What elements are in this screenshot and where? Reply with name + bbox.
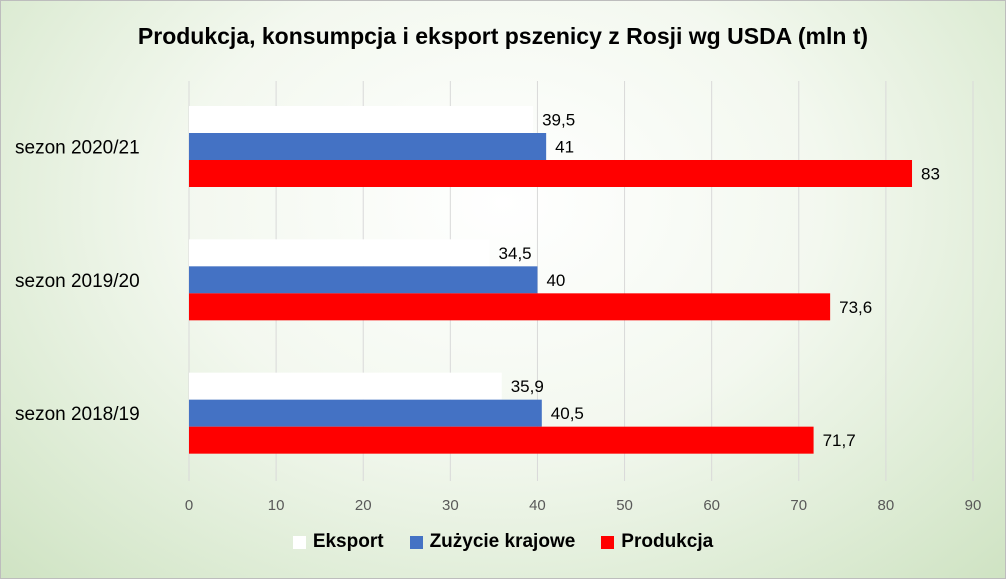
legend-item-produkcja: Produkcja xyxy=(601,531,713,553)
x-tick-label-10: 10 xyxy=(268,497,285,514)
chart-title: Produkcja, konsumpcja i eksport pszenicy… xyxy=(137,23,869,49)
chart-plot: 0 10 20 30 40 50 60 70 80 90 39,5 41 83 sezon 2020/21… xyxy=(15,81,982,514)
chart-legend: Eksport Zużycie krajowe Produkcja xyxy=(1,531,1005,553)
bar-zużycie-krajowe-1 xyxy=(189,266,538,294)
bar-eksport-0 xyxy=(189,106,534,133)
legend-item-zuzycie: Zużycie krajowe xyxy=(409,531,576,553)
x-tick-label-0: 0 xyxy=(185,497,193,514)
category-label-2: sezon 2018/19 xyxy=(15,404,140,425)
x-tick-label-30: 30 xyxy=(442,497,459,514)
x-tick-label-70: 70 xyxy=(790,497,807,514)
data-label-0-2: 35,9 xyxy=(511,377,544,396)
data-label-2-2: 71,7 xyxy=(823,431,856,450)
category-label-1: sezon 2019/20 xyxy=(15,271,140,292)
bar-produkcja-2 xyxy=(189,426,814,454)
legend-swatch-zuzycie xyxy=(409,535,423,549)
data-label-0-1: 34,5 xyxy=(499,244,532,263)
data-label-1-2: 40,5 xyxy=(551,404,584,423)
bar-produkcja-0 xyxy=(189,160,913,187)
x-tick-label-60: 60 xyxy=(703,497,720,514)
bar-produkcja-1 xyxy=(189,293,831,321)
bar-zużycie-krajowe-0 xyxy=(189,133,547,160)
legend-label-zuzycie: Zużycie krajowe xyxy=(429,531,576,552)
data-label-1-1: 40 xyxy=(546,271,565,290)
legend-swatch-produkcja xyxy=(601,535,615,549)
x-tick-label-20: 20 xyxy=(355,497,372,514)
x-tick-label-50: 50 xyxy=(616,497,633,514)
bar-eksport-2 xyxy=(189,372,502,400)
legend-swatch-eksport xyxy=(292,535,306,549)
x-tick-label-90: 90 xyxy=(965,497,982,514)
data-label-1-0: 41 xyxy=(555,138,574,157)
legend-item-eksport: Eksport xyxy=(292,531,384,553)
bar-eksport-1 xyxy=(189,239,490,267)
data-label-2-0: 83 xyxy=(921,165,940,184)
data-label-2-1: 73,6 xyxy=(839,298,872,317)
legend-label-produkcja: Produkcja xyxy=(621,531,714,552)
bar-zużycie-krajowe-2 xyxy=(189,399,542,427)
x-tick-label-80: 80 xyxy=(878,497,895,514)
data-label-0-0: 39,5 xyxy=(542,111,575,130)
legend-label-eksport: Eksport xyxy=(312,531,384,552)
category-label-0: sezon 2020/21 xyxy=(15,138,140,159)
x-tick-label-40: 40 xyxy=(529,497,546,514)
